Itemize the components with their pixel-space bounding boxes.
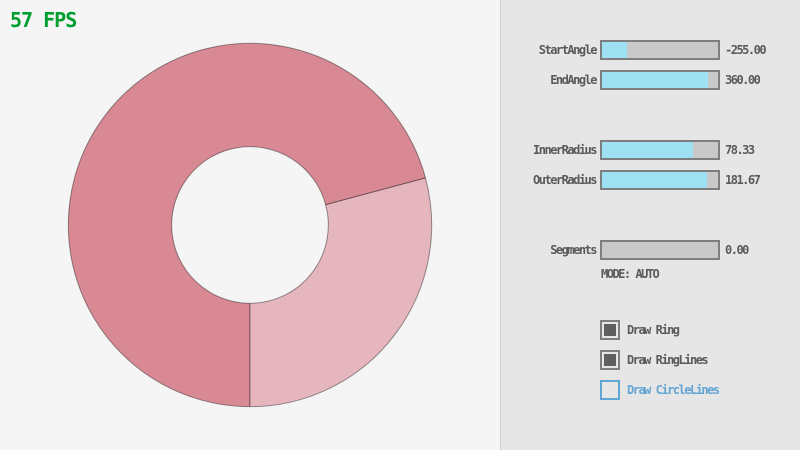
checkbox-row-draw-circlelines: Draw CircleLines xyxy=(501,380,800,400)
draw-ringlines-checkbox[interactable] xyxy=(600,350,620,370)
slider-fill xyxy=(602,42,628,58)
fps-counter: 57 FPS xyxy=(10,8,77,32)
slider-label: EndAngle xyxy=(550,73,597,87)
ring-chart xyxy=(67,42,433,408)
endangle-slider[interactable] xyxy=(600,70,720,90)
slider-row-segments: Segments 0.00 xyxy=(501,240,800,260)
slider-label: InnerRadius xyxy=(533,143,597,157)
slider-fill xyxy=(602,72,708,88)
slider-label: StartAngle xyxy=(538,43,598,57)
checkbox-label: Draw RingLines xyxy=(627,353,709,367)
checkbox-label: Draw CircleLines xyxy=(627,383,720,397)
ring-sector-single-alpha xyxy=(249,177,433,408)
slider-fill xyxy=(602,172,708,188)
control-panel: StartAngle -255.00 EndAngle 360.00 Inner… xyxy=(500,0,800,450)
draw-ring-checkbox[interactable] xyxy=(600,320,620,340)
slider-value: 181.67 xyxy=(725,173,761,187)
slider-row-innerradius: InnerRadius 78.33 xyxy=(501,140,800,160)
slider-value: 0.00 xyxy=(725,243,749,257)
slider-label: OuterRadius xyxy=(533,173,597,187)
outerradius-slider[interactable] xyxy=(600,170,720,190)
mode-label: MODE: AUTO xyxy=(601,267,660,281)
slider-value: 78.33 xyxy=(725,143,755,157)
slider-row-startangle: StartAngle -255.00 xyxy=(501,40,800,60)
slider-fill xyxy=(602,142,693,158)
checkbox-label: Draw Ring xyxy=(627,323,680,337)
segments-slider[interactable] xyxy=(600,240,720,260)
draw-circlelines-checkbox[interactable] xyxy=(600,380,620,400)
slider-value: 360.00 xyxy=(725,73,761,87)
checkbox-row-draw-ringlines: Draw RingLines xyxy=(501,350,800,370)
startangle-slider[interactable] xyxy=(600,40,720,60)
ring-sector-double-alpha xyxy=(67,42,427,408)
innerradius-slider[interactable] xyxy=(600,140,720,160)
slider-row-endangle: EndAngle 360.00 xyxy=(501,70,800,90)
slider-value: -255.00 xyxy=(725,43,767,57)
slider-label: Segments xyxy=(550,243,597,257)
slider-row-outerradius: OuterRadius 181.67 xyxy=(501,170,800,190)
checkbox-row-draw-ring: Draw Ring xyxy=(501,320,800,340)
